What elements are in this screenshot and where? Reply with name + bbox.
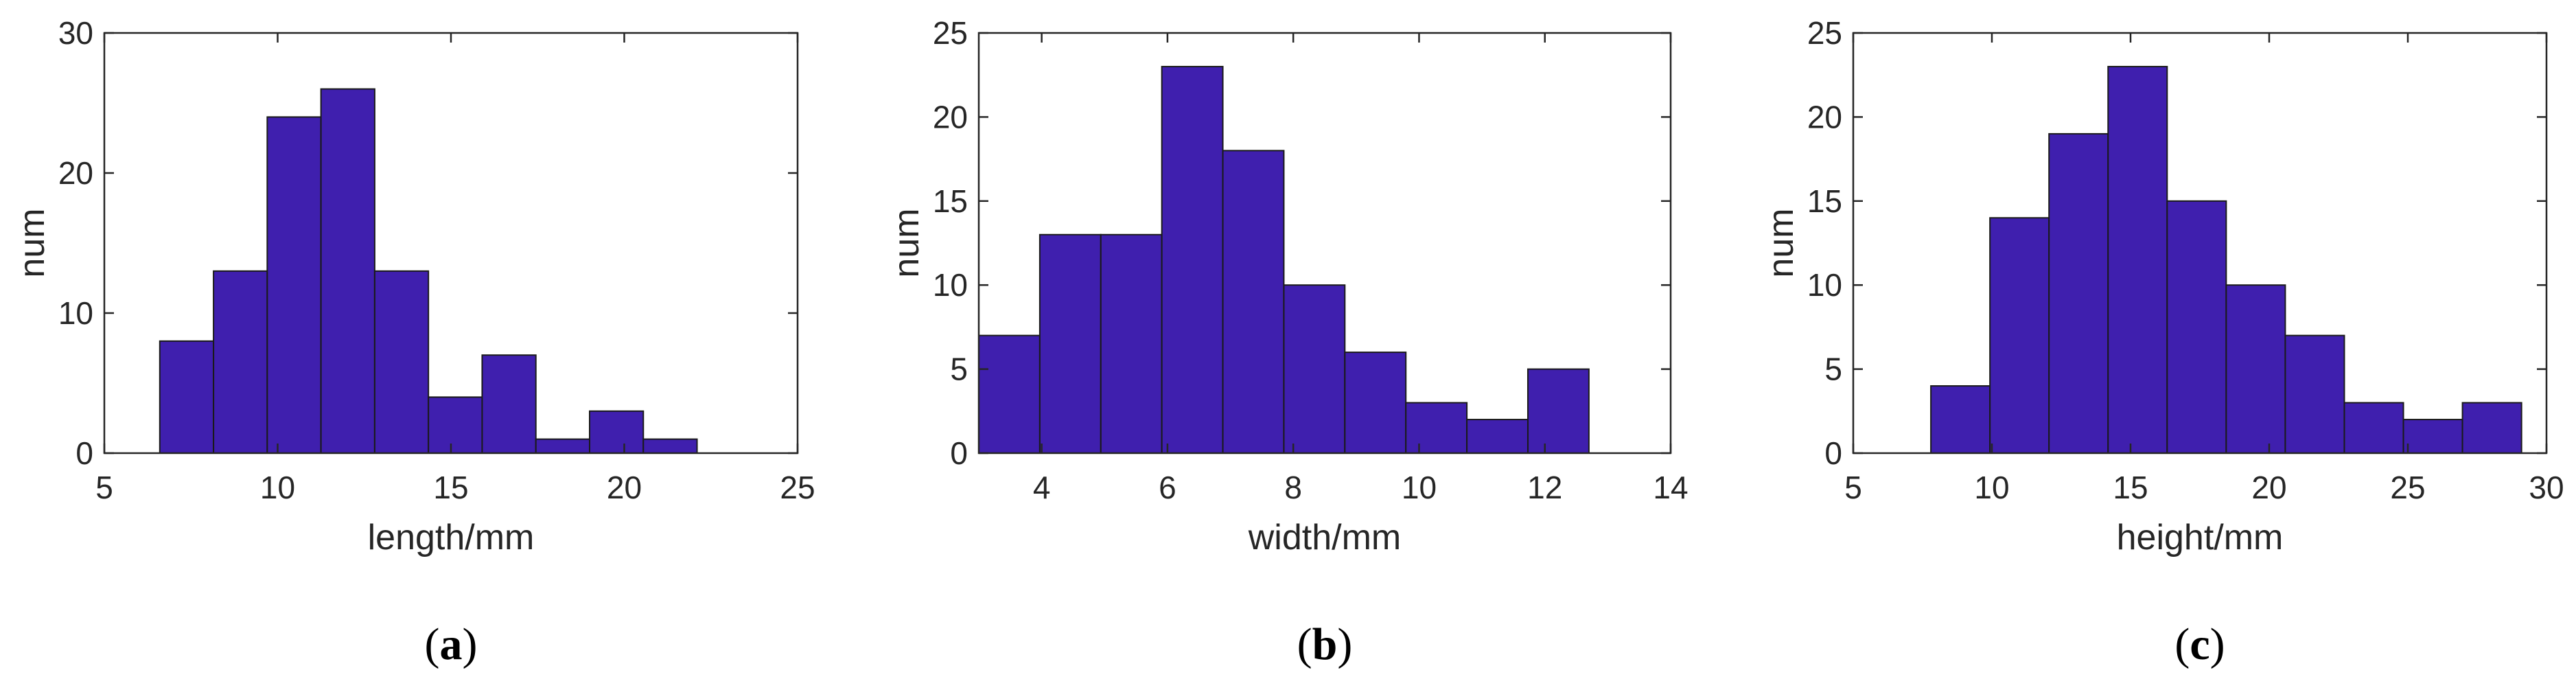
histogram-bar — [320, 88, 375, 455]
histogram-bar — [2225, 284, 2286, 455]
y-tick-label: 25 — [1807, 15, 1842, 51]
x-tick-label: 10 — [1974, 470, 2009, 505]
histogram-bars — [1930, 65, 2522, 455]
x-tick-label: 10 — [260, 470, 295, 505]
x-tick-label: 10 — [1402, 470, 1437, 505]
histogram-panel-1: 5 10 15 20 25 0 10 20 30 length/mm num (a) — [12, 15, 815, 669]
histogram-bar — [2343, 402, 2404, 454]
y-tick-label: 25 — [933, 15, 968, 51]
x-tick-label: 20 — [2251, 470, 2286, 505]
x-tick-label: 5 — [95, 470, 113, 505]
x-tick-label: 30 — [2529, 470, 2564, 505]
y-tick-label: 5 — [1824, 352, 1842, 387]
x-tick-label: 5 — [1844, 470, 1862, 505]
histogram-bar — [2284, 334, 2345, 455]
panel-caption: (b) — [1297, 619, 1353, 669]
histogram-bar — [373, 270, 430, 454]
histogram-bar — [481, 354, 537, 455]
histogram-bar — [2107, 65, 2168, 454]
histogram-bar — [2402, 419, 2463, 454]
y-axis-label: num — [887, 208, 927, 277]
y-tick-label: 15 — [933, 183, 968, 219]
histogram-bar — [1038, 233, 1102, 454]
histogram-bar — [1405, 402, 1468, 454]
histogram-bars — [159, 88, 698, 455]
axes-box — [1852, 32, 2548, 455]
histogram-bar — [1222, 150, 1285, 455]
histogram-bar — [213, 270, 268, 454]
y-tick-label: 0 — [76, 435, 93, 471]
x-tick-label: 12 — [1527, 470, 1562, 505]
y-tick-label: 20 — [933, 99, 968, 135]
histogram-bar — [1161, 65, 1224, 454]
histogram-bar — [1527, 368, 1590, 454]
x-tick-label: 15 — [2113, 470, 2148, 505]
x-tick-label: 14 — [1653, 470, 1688, 505]
histogram-bar — [642, 438, 698, 454]
histogram-bar — [2461, 402, 2522, 454]
y-tick-label: 0 — [950, 435, 968, 471]
histogram-bar — [1930, 385, 1991, 455]
histogram-bar — [1283, 284, 1346, 455]
histogram-bar — [2048, 133, 2109, 454]
y-tick-label: 10 — [58, 295, 93, 331]
y-axis-label: num — [12, 208, 52, 277]
y-tick-label: 20 — [58, 155, 93, 191]
x-tick-label: 4 — [1033, 470, 1051, 505]
x-axis-label: width/mm — [1248, 518, 1401, 557]
histogram-bar — [159, 340, 215, 454]
y-axis-label: num — [1761, 208, 1801, 277]
x-axis-label: height/mm — [2117, 518, 2284, 557]
x-axis-label: length/mm — [368, 518, 535, 557]
y-tick-label: 10 — [933, 267, 968, 303]
histogram-bar — [1344, 352, 1407, 454]
x-tick-label: 15 — [433, 470, 468, 505]
x-tick-label: 6 — [1159, 470, 1176, 505]
histogram-bar — [1466, 419, 1529, 454]
y-tick-label: 0 — [1824, 435, 1842, 471]
x-tick-label: 8 — [1284, 470, 1302, 505]
y-tick-label: 30 — [58, 15, 93, 51]
x-tick-label: 20 — [607, 470, 642, 505]
histogram-bar — [978, 334, 1041, 455]
histogram-bar — [589, 410, 645, 454]
panel-caption: (c) — [2174, 619, 2225, 669]
histogram-bar — [535, 438, 590, 454]
y-tick-label: 20 — [1807, 99, 1842, 135]
axes-box — [977, 32, 1672, 455]
histogram-panel-2: 4 6 8 10 12 14 0 5 10 15 20 25 width/mm num (b) — [887, 15, 1689, 669]
y-tick-label: 15 — [1807, 183, 1842, 219]
histogram-bar — [2166, 200, 2227, 454]
panel-caption: (a) — [425, 619, 478, 669]
histogram-bar — [1989, 217, 2050, 454]
histogram-bar — [1100, 233, 1163, 454]
histogram-bar — [266, 116, 322, 454]
histogram-bar — [428, 396, 483, 455]
y-tick-label: 10 — [1807, 267, 1842, 303]
y-tick-label: 5 — [950, 352, 968, 387]
x-tick-label: 25 — [2390, 470, 2425, 505]
x-tick-label: 25 — [780, 470, 815, 505]
histogram-bars — [978, 65, 1590, 455]
